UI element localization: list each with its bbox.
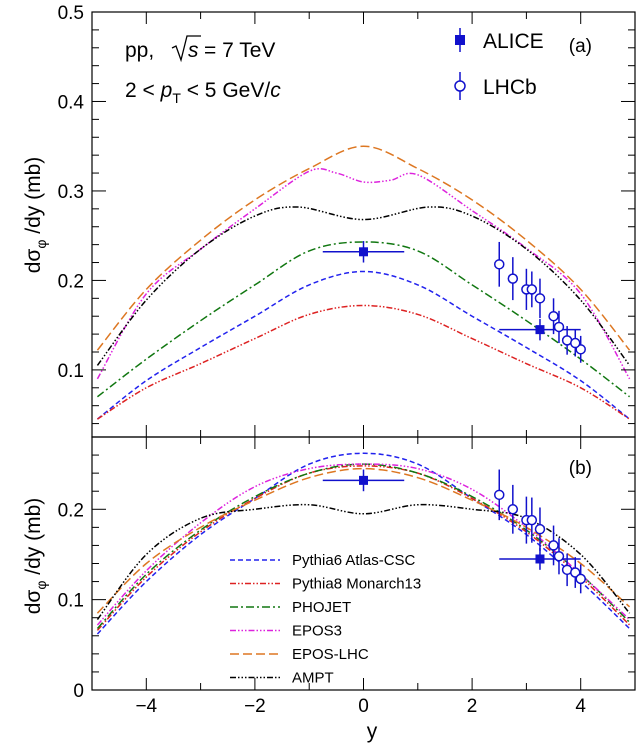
panel-a-curve-pythia6-atlas-csc <box>96 270 631 420</box>
panel-b-lhcb-point <box>526 497 538 543</box>
legend-label: Pythia8 Monarch13 <box>292 576 421 593</box>
legend-label: Pythia6 Atlas-CSC <box>292 552 416 569</box>
panel-b-axes: −4 −2 0 2 4 0 0.1 0.2 <box>58 436 636 717</box>
panel-a-curve-epos-lhc <box>96 145 631 351</box>
y-tick-label: 0.1 <box>58 361 84 382</box>
legend-label: AMPT <box>292 670 334 687</box>
panel-b: −4 −2 0 2 400.10.2 (b) Pythia6 Atlas-CSCPyth… <box>58 436 636 717</box>
legend-entry-phojet: PHOJET <box>230 599 351 616</box>
y-tick-label: 0.5 <box>58 3 84 24</box>
circle-marker <box>548 540 559 551</box>
panel-b-curve-pythia8-monarch13 <box>96 465 631 631</box>
circle-marker <box>494 489 505 501</box>
square-marker <box>359 247 368 257</box>
legend-entry-epos-lhc: EPOS-LHC <box>230 646 369 663</box>
panel-b-lhcb-point <box>494 469 505 521</box>
annotation-system: pp, <box>125 39 154 62</box>
panel-a-lhcb-point <box>494 241 505 287</box>
panel-b-lhcb-point <box>575 564 586 594</box>
legend-entry-pythia6-atlas-csc: Pythia6 Atlas-CSC <box>230 552 416 569</box>
y-tick-label: 0.2 <box>58 500 84 521</box>
legend-alice-marker <box>455 35 465 45</box>
panel-b-curve-pythia6-atlas-csc <box>96 452 631 635</box>
panel-b-label: (b) <box>569 458 592 479</box>
panel-a-alice-point <box>322 241 405 263</box>
panel-a-curve-pythia8-monarch13 <box>97 304 630 420</box>
circle-marker <box>534 523 546 535</box>
panel-b-curve-ampt <box>96 503 631 620</box>
circle-marker <box>507 504 519 515</box>
legend-label: EPOS3 <box>292 623 342 640</box>
square-marker <box>535 325 545 335</box>
y-tick-label: 0.3 <box>58 182 84 203</box>
x-tick-label: −4 <box>135 696 157 717</box>
panel-a-lhcb-point <box>561 326 573 355</box>
panel-a-annotation: pp, s = 7 TeV 2 < pT < 5 GeV/c <box>125 35 281 106</box>
sqrt-s-symbol: s <box>188 39 199 62</box>
panel-a-legend: ALICE LHCb <box>454 28 544 100</box>
panel-b-y-axis-label: dσφ /dy (mb) <box>22 498 49 615</box>
panel-a-lhcb-point <box>534 278 546 318</box>
circle-marker <box>507 273 519 284</box>
legend-lhcb-label: LHCb <box>483 76 537 99</box>
sqrt-radical-icon <box>171 35 201 63</box>
legend-lhcb-marker <box>454 80 466 92</box>
panel-a-curve-ampt <box>96 206 631 366</box>
y-tick-label: 0.1 <box>58 591 84 612</box>
y-tick-label: 0 <box>73 681 84 702</box>
panel-b-lhcb-point <box>553 538 565 575</box>
panel-b-data-points <box>322 469 586 594</box>
panel-b-lhcb-point <box>534 507 546 551</box>
panel-a-label: (a) <box>569 36 592 57</box>
panel-a-y-axis-label: dσφ /dy (mb) <box>22 157 49 274</box>
panel-a-lhcb-point <box>570 329 581 357</box>
square-marker <box>359 475 368 485</box>
panel-a-lhcb-point <box>526 271 538 308</box>
circle-marker <box>548 310 559 322</box>
panel-a-data-points <box>322 241 586 363</box>
panel-a: 0.1 0.2 0.3 0.4 0.5 (a) pp, s = 7 TeV 2 < pT… <box>58 3 636 438</box>
panel-a-curve-epos3 <box>96 167 631 380</box>
panel-b-curves <box>96 452 631 635</box>
circle-marker <box>526 284 538 295</box>
legend-lhcb: LHCb <box>454 72 537 100</box>
panel-b-curve-epos-lhc <box>96 467 631 614</box>
circle-marker <box>570 337 581 349</box>
legend-alice: ALICE <box>455 28 544 53</box>
x-tick-label: 4 <box>575 696 586 717</box>
circle-marker <box>526 514 538 526</box>
legend-entry-ampt: AMPT <box>230 670 334 687</box>
legend-entry-pythia8-monarch13: Pythia8 Monarch13 <box>230 576 421 593</box>
circle-marker <box>575 573 586 585</box>
square-marker <box>535 554 545 564</box>
circle-marker <box>494 259 505 270</box>
panel-b-lhcb-point <box>507 484 519 534</box>
legend-alice-label: ALICE <box>483 30 544 53</box>
annotation-pt-range: 2 < pT < 5 GeV/c <box>125 79 281 106</box>
circle-marker <box>534 293 546 304</box>
circle-marker <box>553 551 565 562</box>
legend-label: PHOJET <box>292 599 351 616</box>
x-axis-label: y <box>367 720 378 743</box>
panel-b-lhcb-point <box>548 525 559 566</box>
legend-entry-epos3: EPOS3 <box>230 623 342 640</box>
x-tick-label: 0 <box>358 696 369 717</box>
circle-marker <box>553 321 565 333</box>
panel-a-lhcb-point <box>553 310 565 344</box>
y-tick-label: 0.2 <box>58 271 84 292</box>
panel-a-lhcb-point <box>507 257 519 301</box>
panel-b-alice-point <box>322 469 405 492</box>
panel-a-lhcb-point <box>548 298 559 335</box>
annotation-sqrt-s: = 7 TeV <box>204 39 275 62</box>
x-tick-label: 2 <box>467 696 478 717</box>
x-tick-label: −2 <box>244 696 266 717</box>
y-tick-label: 0.4 <box>58 92 85 113</box>
legend-label: EPOS-LHC <box>292 646 369 663</box>
panel-b-legend: Pythia6 Atlas-CSC Pythia8 Monarch13 PHOJET… <box>230 552 421 687</box>
